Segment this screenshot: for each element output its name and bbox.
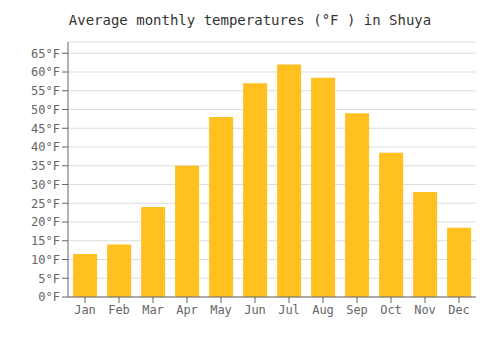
svg-text:Sep: Sep bbox=[346, 303, 368, 317]
svg-text:0°F: 0°F bbox=[38, 290, 60, 304]
svg-text:Apr: Apr bbox=[176, 303, 198, 317]
svg-text:Dec: Dec bbox=[448, 303, 470, 317]
svg-text:50°F: 50°F bbox=[31, 103, 60, 117]
svg-text:Jun: Jun bbox=[244, 303, 266, 317]
svg-text:Nov: Nov bbox=[414, 303, 436, 317]
svg-text:55°F: 55°F bbox=[31, 84, 60, 98]
svg-text:15°F: 15°F bbox=[31, 234, 60, 248]
svg-text:60°F: 60°F bbox=[31, 65, 60, 79]
svg-text:10°F: 10°F bbox=[31, 253, 60, 267]
svg-text:Oct: Oct bbox=[380, 303, 402, 317]
svg-text:35°F: 35°F bbox=[31, 159, 60, 173]
svg-text:45°F: 45°F bbox=[31, 122, 60, 136]
svg-text:Mar: Mar bbox=[142, 303, 164, 317]
svg-text:Feb: Feb bbox=[108, 303, 130, 317]
svg-text:30°F: 30°F bbox=[31, 178, 60, 192]
svg-text:5°F: 5°F bbox=[38, 272, 60, 286]
svg-text:Jul: Jul bbox=[278, 303, 300, 317]
svg-text:Jan: Jan bbox=[74, 303, 96, 317]
svg-text:40°F: 40°F bbox=[31, 140, 60, 154]
svg-text:Aug: Aug bbox=[312, 303, 334, 317]
svg-text:25°F: 25°F bbox=[31, 197, 60, 211]
svg-text:65°F: 65°F bbox=[31, 47, 60, 61]
svg-text:May: May bbox=[210, 303, 232, 317]
svg-text:20°F: 20°F bbox=[31, 215, 60, 229]
html-text:Average monthly temperatures (: Average monthly temperatures (°F ) in Sh… bbox=[68, 12, 432, 28]
